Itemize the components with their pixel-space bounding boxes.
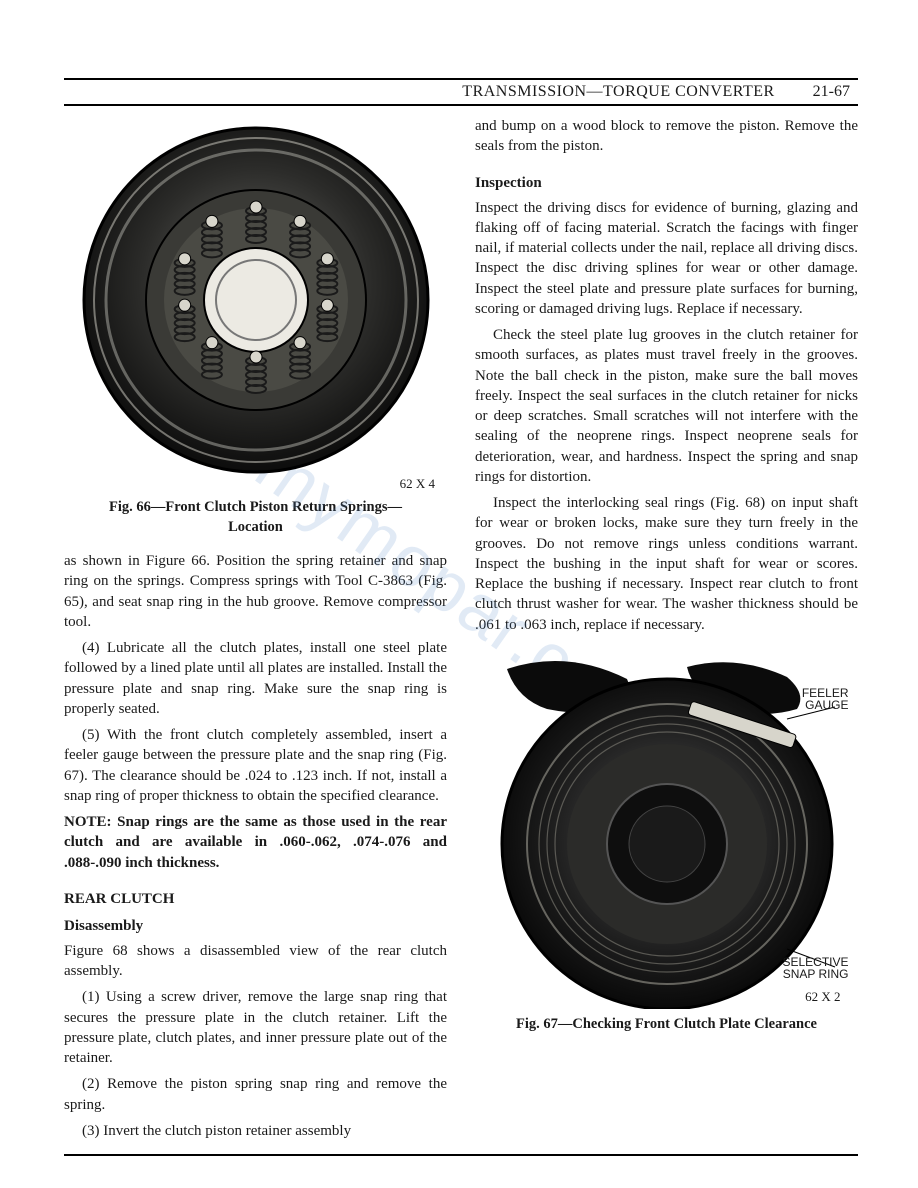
page-header: TRANSMISSION—TORQUE CONVERTER 21-67	[64, 78, 858, 106]
right-p2: Inspect the driving discs for evidence o…	[475, 198, 858, 320]
callout-feeler-gauge: FEELER GAUGE	[802, 687, 849, 712]
header-title: TRANSMISSION—TORQUE CONVERTER	[462, 83, 774, 101]
right-p4: Inspect the interlocking seal rings (Fig…	[475, 493, 858, 635]
left-body: as shown in Figure 66. Position the spri…	[64, 551, 447, 1141]
callout-selective-snap-ring: SELECTIVE SNAP RING	[782, 956, 848, 981]
figure-67-caption: Fig. 67—Checking Front Clutch Plate Clea…	[516, 1015, 817, 1035]
content-columns: (function(){ const data = JSON.parse(doc…	[64, 116, 858, 1147]
right-column: and bump on a wood block to remove the p…	[475, 116, 858, 1147]
left-column: (function(){ const data = JSON.parse(doc…	[64, 116, 447, 1147]
left-p1: as shown in Figure 66. Position the spri…	[64, 551, 447, 632]
left-p2: (4) Lubricate all the clutch plates, ins…	[64, 638, 447, 719]
left-p5: (1) Using a screw driver, remove the lar…	[64, 987, 447, 1068]
section-rear-clutch: REAR CLUTCH	[64, 891, 447, 908]
right-p3: Check the steel plate lug grooves in the…	[475, 325, 858, 487]
figure-66-image: (function(){ const data = JSON.parse(doc…	[76, 120, 436, 480]
left-p7: (3) Invert the clutch piston retainer as…	[64, 1121, 447, 1141]
figure-67: FEELER GAUGE SELECTIVE SNAP RING 62 X 2 …	[475, 643, 858, 1035]
figure-66-caption-line2: Location	[228, 519, 283, 535]
figure-67-image: FEELER GAUGE SELECTIVE SNAP RING 62 X 2	[487, 649, 847, 1009]
figure-66-caption: Fig. 66—Front Clutch Piston Return Sprin…	[109, 498, 402, 537]
page: mymopar.com TRANSMISSION—TORQUE CONVERTE…	[0, 0, 918, 1188]
left-p4: Figure 68 shows a disassembled view of t…	[64, 941, 447, 982]
header-page-number: 21-67	[813, 83, 850, 101]
subhead-disassembly: Disassembly	[64, 918, 447, 935]
right-body: and bump on a wood block to remove the p…	[475, 116, 858, 635]
clutch-springs-icon	[76, 120, 436, 480]
left-p6: (2) Remove the piston spring snap ring a…	[64, 1074, 447, 1115]
left-p3: (5) With the front clutch completely ass…	[64, 725, 447, 806]
footer-rule	[64, 1154, 858, 1156]
callout-feeler-gauge-text: FEELER GAUGE	[802, 686, 849, 713]
callout-snap-ring-text: SELECTIVE SNAP RING	[782, 955, 848, 982]
figure-66-caption-line1: Fig. 66—Front Clutch Piston Return Sprin…	[109, 499, 402, 515]
left-note: NOTE: Snap rings are the same as those u…	[64, 812, 447, 873]
figure-66: (function(){ const data = JSON.parse(doc…	[64, 120, 447, 537]
figure-67-code: 62 X 2	[805, 989, 840, 1005]
subhead-inspection: Inspection	[475, 175, 858, 192]
right-p1: and bump on a wood block to remove the p…	[475, 116, 858, 157]
